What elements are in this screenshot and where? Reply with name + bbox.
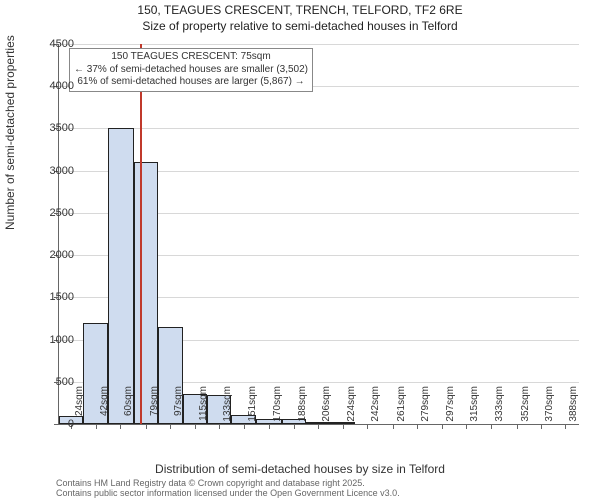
x-tick-mark bbox=[442, 424, 443, 429]
x-tick-label: 206sqm bbox=[321, 386, 332, 428]
y-tick-label: 1500 bbox=[34, 291, 74, 303]
grid-line bbox=[59, 44, 579, 45]
marker-line bbox=[140, 44, 142, 424]
x-tick-mark bbox=[170, 424, 171, 429]
x-tick-mark bbox=[318, 424, 319, 429]
x-tick-label: 151sqm bbox=[247, 386, 258, 428]
x-tick-mark bbox=[491, 424, 492, 429]
histogram-bar bbox=[134, 162, 158, 424]
y-tick-label: 0 bbox=[34, 418, 74, 430]
y-axis-label: Number of semi-detached properties bbox=[3, 35, 17, 230]
x-tick-label: 97sqm bbox=[173, 386, 184, 428]
x-tick-mark bbox=[120, 424, 121, 429]
x-tick-label: 352sqm bbox=[520, 386, 531, 428]
annotation-line-2: ← 37% of semi-detached houses are smalle… bbox=[74, 64, 308, 77]
x-tick-mark bbox=[294, 424, 295, 429]
x-tick-label: 133sqm bbox=[222, 386, 233, 428]
y-tick-label: 500 bbox=[34, 376, 74, 388]
footer-line-1: Contains HM Land Registry data © Crown c… bbox=[56, 478, 400, 488]
x-tick-mark bbox=[565, 424, 566, 429]
title-line-1: 150, TEAGUES CRESCENT, TRENCH, TELFORD, … bbox=[0, 3, 600, 19]
chart-title: 150, TEAGUES CRESCENT, TRENCH, TELFORD, … bbox=[0, 0, 600, 34]
x-tick-mark bbox=[195, 424, 196, 429]
x-tick-mark bbox=[146, 424, 147, 429]
x-tick-mark bbox=[244, 424, 245, 429]
x-tick-label: 224sqm bbox=[346, 386, 357, 428]
x-tick-label: 388sqm bbox=[568, 386, 579, 428]
y-tick-label: 1000 bbox=[34, 334, 74, 346]
title-line-2: Size of property relative to semi-detach… bbox=[0, 19, 600, 35]
x-tick-mark bbox=[343, 424, 344, 429]
x-tick-mark bbox=[541, 424, 542, 429]
x-tick-mark bbox=[417, 424, 418, 429]
annotation-box: 150 TEAGUES CRESCENT: 75sqm ← 37% of sem… bbox=[69, 48, 313, 92]
x-tick-label: 79sqm bbox=[149, 386, 160, 428]
x-tick-label: 242sqm bbox=[370, 386, 381, 428]
x-tick-label: 170sqm bbox=[272, 386, 283, 428]
y-tick-label: 3500 bbox=[34, 122, 74, 134]
x-tick-mark bbox=[367, 424, 368, 429]
x-tick-mark bbox=[269, 424, 270, 429]
annotation-line-3: 61% of semi-detached houses are larger (… bbox=[74, 76, 308, 89]
x-tick-mark bbox=[219, 424, 220, 429]
x-tick-label: 333sqm bbox=[494, 386, 505, 428]
x-tick-label: 370sqm bbox=[544, 386, 555, 428]
x-tick-label: 115sqm bbox=[198, 386, 209, 428]
y-tick-label: 2000 bbox=[34, 249, 74, 261]
x-tick-label: 315sqm bbox=[469, 386, 480, 428]
y-tick-label: 3000 bbox=[34, 165, 74, 177]
x-tick-mark bbox=[517, 424, 518, 429]
chart-plot-area: 150 TEAGUES CRESCENT: 75sqm ← 37% of sem… bbox=[58, 44, 579, 425]
footer-line-2: Contains public sector information licen… bbox=[56, 488, 400, 498]
x-tick-label: 261sqm bbox=[396, 386, 407, 428]
x-tick-mark bbox=[96, 424, 97, 429]
x-tick-label: 60sqm bbox=[123, 386, 134, 428]
y-tick-label: 4000 bbox=[34, 80, 74, 92]
x-tick-mark bbox=[466, 424, 467, 429]
x-axis-label: Distribution of semi-detached houses by … bbox=[0, 462, 600, 476]
annotation-line-1: 150 TEAGUES CRESCENT: 75sqm bbox=[74, 51, 308, 64]
x-tick-label: 24sqm bbox=[74, 386, 85, 428]
y-tick-label: 4500 bbox=[34, 38, 74, 50]
x-tick-label: 42sqm bbox=[99, 386, 110, 428]
x-tick-label: 188sqm bbox=[297, 386, 308, 428]
histogram-bar bbox=[108, 128, 134, 424]
x-tick-mark bbox=[393, 424, 394, 429]
x-tick-label: 297sqm bbox=[445, 386, 456, 428]
y-tick-label: 2500 bbox=[34, 207, 74, 219]
grid-line bbox=[59, 128, 579, 129]
chart-footer: Contains HM Land Registry data © Crown c… bbox=[56, 478, 400, 499]
x-tick-label: 279sqm bbox=[420, 386, 431, 428]
